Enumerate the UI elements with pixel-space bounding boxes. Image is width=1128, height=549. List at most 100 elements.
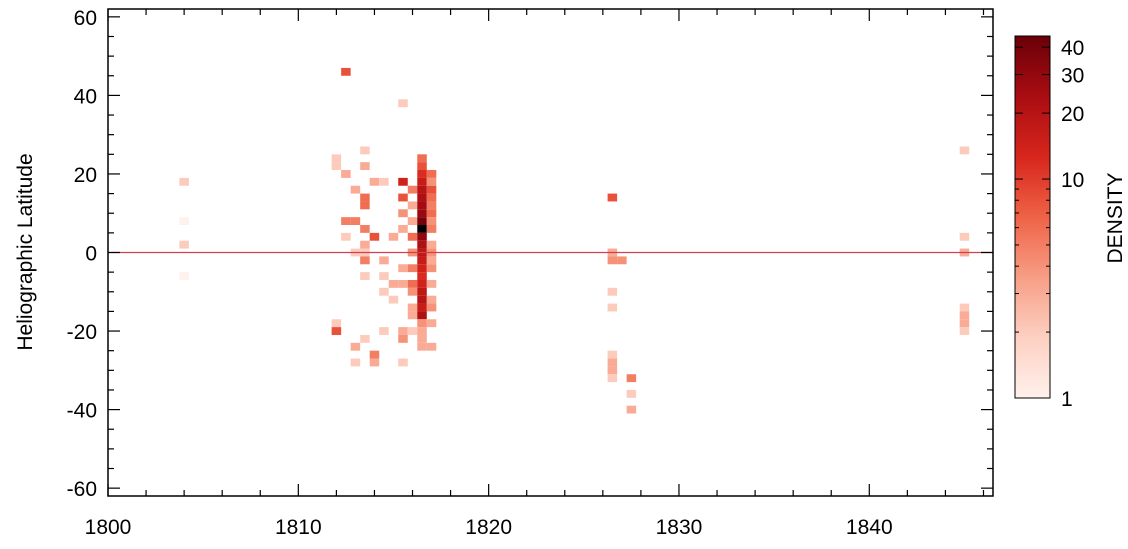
heatmap-cell bbox=[426, 256, 437, 265]
heatmap-cell bbox=[426, 217, 437, 226]
heatmap-cell bbox=[398, 334, 408, 343]
heatmap-cell bbox=[407, 185, 418, 194]
heatmap-cell bbox=[426, 225, 437, 233]
heatmap-cell bbox=[417, 240, 427, 249]
x-tick-label: 1830 bbox=[656, 516, 703, 539]
x-tick-label: 1840 bbox=[846, 516, 893, 539]
heatmap-cell bbox=[341, 217, 351, 226]
heatmap-cell bbox=[417, 272, 427, 280]
colorbar-tick-label: 10 bbox=[1061, 169, 1084, 192]
heatmap-cell bbox=[398, 209, 408, 218]
x-axis-tick-labels: 1800 1810 1820 1830 1840 bbox=[85, 516, 893, 539]
heatmap-cell bbox=[626, 374, 637, 383]
heatmap-cell bbox=[607, 193, 618, 202]
heatmap-cell bbox=[398, 177, 408, 186]
heatmap-cell bbox=[360, 193, 370, 202]
y-tick-label: 0 bbox=[85, 243, 97, 266]
x-tick-label: 1800 bbox=[85, 516, 132, 539]
heatmap-cell bbox=[407, 311, 418, 320]
heatmap-cell bbox=[959, 319, 970, 328]
heatmap-cell bbox=[369, 358, 380, 367]
heatmap-cell bbox=[426, 264, 437, 273]
axis-ticks bbox=[107, 9, 993, 496]
heatmap-cell bbox=[417, 217, 427, 226]
heatmap-cell bbox=[407, 264, 418, 273]
heatmap-cell bbox=[417, 225, 427, 233]
heatmap-cell bbox=[331, 154, 342, 163]
heatmap-cell bbox=[388, 232, 399, 241]
heatmap-cell bbox=[379, 256, 389, 265]
heatmap-cell bbox=[417, 201, 427, 210]
y-tick-label: 60 bbox=[74, 7, 97, 30]
heatmap-cell bbox=[179, 272, 189, 280]
heatmap-cell bbox=[331, 162, 342, 171]
heatmap-cell bbox=[179, 177, 189, 186]
heatmap-cell bbox=[398, 99, 408, 108]
heatmap-cell bbox=[417, 264, 427, 273]
heatmap-cell bbox=[360, 146, 370, 155]
heatmap-cell bbox=[417, 327, 427, 335]
x-tick-label: 1810 bbox=[275, 516, 322, 539]
heatmap-cell bbox=[959, 303, 970, 312]
y-axis-tick-labels: 60 40 20 0 -20 -40 -60 bbox=[67, 7, 97, 501]
heatmap-cell bbox=[417, 177, 427, 186]
heatmap-cell bbox=[417, 256, 427, 265]
heatmap-cell bbox=[379, 177, 389, 186]
heatmap-cell bbox=[407, 327, 418, 335]
heatmap-cell bbox=[426, 279, 437, 288]
heatmap-cell bbox=[379, 327, 389, 335]
heatmap-cell bbox=[426, 185, 437, 194]
heatmap-cell bbox=[417, 209, 427, 218]
heatmap-cell bbox=[417, 334, 427, 343]
y-tick-label: -40 bbox=[67, 400, 97, 423]
y-tick-label: -20 bbox=[67, 321, 97, 344]
heatmap-cell bbox=[959, 232, 970, 241]
heatmap-cell bbox=[398, 193, 408, 202]
heatmap-cell bbox=[417, 193, 427, 202]
heatmap-cell bbox=[350, 185, 361, 194]
heatmap-cell bbox=[369, 232, 380, 241]
heatmap-cell bbox=[417, 279, 427, 288]
heatmap-cell bbox=[350, 358, 361, 367]
colorbar-tick-label: 1 bbox=[1061, 388, 1073, 411]
heatmap-cell bbox=[388, 279, 399, 288]
heatmap-cell bbox=[407, 201, 418, 210]
heatmap-cell bbox=[350, 217, 361, 226]
heatmap-cell bbox=[417, 295, 427, 304]
heatmap-cell bbox=[398, 264, 408, 273]
heatmap-cell bbox=[407, 303, 418, 312]
heatmap-cell bbox=[607, 287, 618, 296]
heatmap-cell bbox=[426, 295, 437, 304]
heatmap-cell bbox=[426, 209, 437, 218]
heatmap-cell bbox=[426, 193, 437, 202]
colorbar-tick-label: 30 bbox=[1061, 65, 1084, 88]
heatmap-cell bbox=[426, 303, 437, 312]
heatmap-cell bbox=[626, 389, 637, 398]
heatmap-cell bbox=[398, 358, 408, 367]
heatmap-cell bbox=[607, 303, 618, 312]
heatmap-cell bbox=[360, 334, 370, 343]
heatmap-cell bbox=[959, 327, 970, 335]
heatmap-cell bbox=[360, 201, 370, 210]
heatmap-cell bbox=[607, 358, 618, 367]
heatmap-cell bbox=[369, 177, 380, 186]
heatmap-cell bbox=[417, 185, 427, 194]
heatmap-cell bbox=[426, 170, 437, 178]
heatmap-cell bbox=[607, 350, 618, 359]
heatmap-cell bbox=[341, 170, 351, 178]
heatmap-cell bbox=[417, 311, 427, 320]
y-tick-label: 40 bbox=[74, 85, 97, 108]
colorbar-ticks: 1 10 20 30 40 bbox=[1015, 37, 1084, 411]
heatmap-cell bbox=[341, 67, 351, 76]
heatmap-cell bbox=[360, 162, 370, 171]
heatmap-cell bbox=[417, 319, 427, 328]
heatmap-cell bbox=[350, 342, 361, 351]
heatmap-cell bbox=[417, 287, 427, 296]
colorbar-gradient bbox=[1014, 35, 1051, 399]
heatmap-cell bbox=[959, 311, 970, 320]
heatmap-cell bbox=[607, 256, 618, 265]
heatmap-cell bbox=[607, 374, 618, 383]
colorbar-label: DENSITY bbox=[1104, 172, 1127, 263]
x-tick-label: 1820 bbox=[465, 516, 512, 539]
heatmap-cell bbox=[369, 350, 380, 359]
